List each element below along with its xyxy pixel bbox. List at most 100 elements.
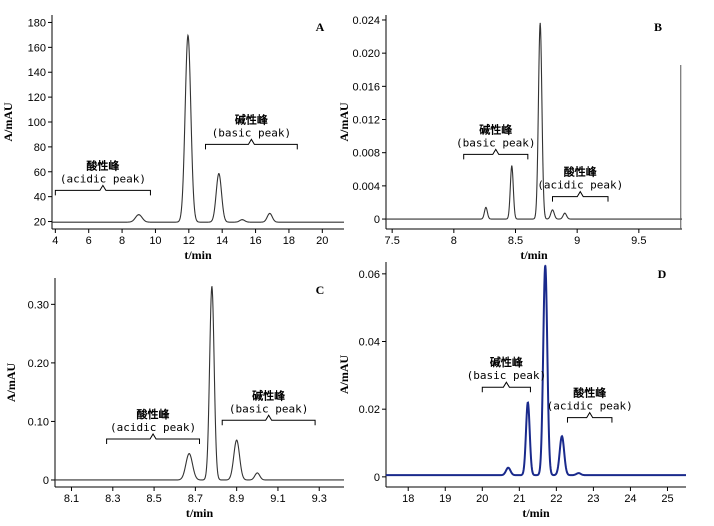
y-tick-label: 60 <box>34 167 46 179</box>
panel-label: B <box>654 20 662 34</box>
peak-apex <box>211 286 213 288</box>
annotation-bracket <box>54 184 151 196</box>
peak-apex <box>218 173 220 175</box>
peak-apex <box>561 435 563 437</box>
y-tick-label: 0 <box>374 472 380 484</box>
chart-panel-c: 8.1 8.3 8.5 8.7 8.9 9.1 9.3 0 0.10 0.20 0.30 t/min A… <box>4 278 344 520</box>
peak-apex <box>507 467 509 469</box>
x-tick-label: 19 <box>439 493 451 505</box>
annotation-label-cn: 碱性峰 <box>490 355 524 369</box>
annotation-bracket <box>205 138 298 150</box>
peak-apex <box>269 212 271 215</box>
annotation-label-en: (basic peak) <box>456 136 535 149</box>
y-tick-label: 100 <box>28 117 46 129</box>
annotation-label-cn: 碱性峰 <box>479 122 513 136</box>
annotation-bracket <box>552 190 609 202</box>
annotation-label-cn: 酸性峰 <box>564 165 598 179</box>
x-tick-label: 6 <box>86 235 92 247</box>
annotation-bracket <box>481 381 531 393</box>
y-tick-label: 0.30 <box>28 299 49 311</box>
y-axis-title: A/mAU <box>337 355 351 395</box>
peak-apex <box>485 206 487 209</box>
annotation-label-cn: 酸性峰 <box>137 407 171 421</box>
x-axis-title: t/min <box>184 248 212 262</box>
y-tick-label: 0.016 <box>352 81 380 93</box>
panel-label: C <box>316 283 325 297</box>
x-tick-label: 9.3 <box>312 493 327 505</box>
signal-trace <box>386 265 686 477</box>
x-tick-label: 8.5 <box>508 235 523 247</box>
x-tick-label: 20 <box>316 235 328 247</box>
y-tick-label: 40 <box>34 192 46 204</box>
chart-panel-a: 4 6 8 10 12 14 16 18 20 20 40 60 80 100 120 140 160 180 t/… <box>1 15 344 262</box>
x-tick-label: 25 <box>661 493 673 505</box>
x-tick-label: 7.5 <box>385 235 400 247</box>
y-axis-title: A/mAU <box>337 102 351 142</box>
annotation-label-en: (basic peak) <box>467 369 546 382</box>
signal-trace <box>55 286 344 481</box>
annotation-label-en: (basic peak) <box>212 126 291 139</box>
x-tick-label: 22 <box>550 493 562 505</box>
annotation-label-cn: 酸性峰 <box>573 386 607 400</box>
peak-apex <box>236 439 238 441</box>
y-tick-label: 140 <box>28 67 46 79</box>
signal-trace <box>386 23 682 220</box>
annotation-label-en: (acidic peak) <box>110 421 196 434</box>
x-tick-label: 4 <box>52 235 58 247</box>
annotation-label-cn: 碱性峰 <box>235 112 269 126</box>
y-tick-label: 0.20 <box>28 358 49 370</box>
y-tick-label: 0 <box>43 475 49 487</box>
x-axis-title: t/min <box>522 506 550 520</box>
y-tick-label: 0.008 <box>352 148 380 160</box>
annotation-bracket <box>106 433 200 444</box>
y-axis-title: A/mAU <box>1 102 15 142</box>
x-tick-label: 16 <box>249 235 261 247</box>
panel-label: D <box>658 267 667 281</box>
peak-apex <box>138 214 140 216</box>
peak-apex <box>539 22 541 24</box>
annotation-bracket <box>463 148 529 160</box>
x-tick-label: 9.5 <box>631 235 646 247</box>
y-tick-label: 0.04 <box>359 337 380 349</box>
x-tick-label: 9.1 <box>270 493 285 505</box>
peak-apex <box>241 219 243 221</box>
x-tick-label: 24 <box>624 493 636 505</box>
x-tick-label: 18 <box>283 235 295 247</box>
x-tick-label: 10 <box>149 235 161 247</box>
peak-apex <box>527 401 529 404</box>
chart-panel-d: 18 19 20 21 22 23 24 25 0 0.02 0.04 0.06 t/min A/mAU D… <box>337 262 686 520</box>
annotation-label-en: (acidic peak) <box>537 179 623 192</box>
annotation-label-cn: 酸性峰 <box>86 158 120 172</box>
x-axis-title: t/min <box>520 248 548 262</box>
y-tick-label: 0.004 <box>352 181 380 193</box>
y-tick-label: 20 <box>34 217 46 229</box>
x-tick-label: 18 <box>402 493 414 505</box>
y-tick-label: 0.06 <box>359 269 380 281</box>
x-tick-label: 8.5 <box>146 493 161 505</box>
y-tick-label: 160 <box>28 42 46 54</box>
x-tick-label: 20 <box>476 493 488 505</box>
y-tick-label: 180 <box>28 17 46 29</box>
annotation-bracket <box>566 411 613 423</box>
x-tick-label: 23 <box>587 493 599 505</box>
x-tick-label: 8.9 <box>229 493 244 505</box>
annotation-label-cn: 碱性峰 <box>252 388 286 402</box>
signal-trace <box>52 33 344 223</box>
x-tick-label: 8.1 <box>64 493 79 505</box>
y-tick-label: 0.02 <box>359 404 380 416</box>
chart-panel-b: 7.5 8 8.5 9 9.5 0 0.004 0.008 0.012 0.016 0.020 0.0… <box>337 15 682 262</box>
peak-apex <box>256 472 258 474</box>
peak-apex <box>544 264 546 266</box>
y-tick-label: 0 <box>374 214 380 226</box>
peak-apex <box>511 165 513 167</box>
y-tick-label: 0.024 <box>352 15 380 27</box>
annotation-label-en: (basic peak) <box>229 402 308 415</box>
x-tick-label: 14 <box>216 235 228 247</box>
peak-apex <box>551 209 554 211</box>
x-tick-label: 8 <box>451 235 457 247</box>
peak-apex <box>188 453 190 455</box>
y-tick-label: 0.020 <box>352 48 380 60</box>
y-tick-label: 120 <box>28 92 46 104</box>
panel-label: A <box>316 20 325 34</box>
